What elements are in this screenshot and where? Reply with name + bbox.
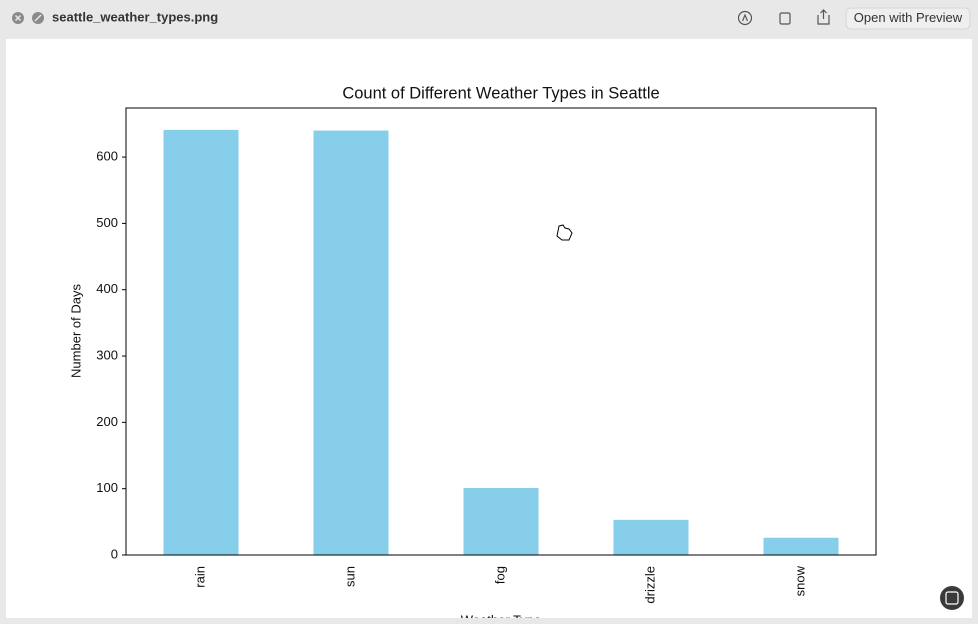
markup-button[interactable] — [737, 10, 753, 26]
live-text-button[interactable] — [940, 586, 964, 610]
y-tick-label: 600 — [96, 149, 118, 164]
share-button[interactable] — [817, 9, 830, 25]
x-tick-label: drizzle — [642, 566, 657, 604]
open-with-preview-button[interactable] — [845, 7, 971, 30]
fullscreen-icon — [34, 14, 42, 22]
x-tick-label: fog — [492, 566, 507, 584]
live-text-icon — [945, 591, 959, 605]
rotate-button[interactable] — [779, 12, 791, 25]
bar — [163, 129, 239, 556]
close-icon — [14, 14, 22, 22]
bar — [763, 537, 839, 555]
bar — [463, 488, 539, 555]
y-tick-label: 0 — [111, 546, 118, 561]
chart: Count of Different Weather Types in Seat… — [68, 84, 877, 624]
y-axis-label: Number of Days — [68, 284, 83, 378]
x-tick-label: snow — [792, 565, 807, 596]
x-tick-label: sun — [342, 566, 357, 587]
bar — [613, 519, 689, 555]
markup-icon — [741, 13, 749, 22]
y-tick-label: 100 — [96, 480, 118, 495]
plot-frame — [125, 107, 877, 556]
x-axis-label: Weather Type — [461, 612, 541, 624]
y-tick-label: 500 — [96, 215, 118, 230]
y-tick-label: 400 — [96, 281, 118, 296]
y-tick-label: 300 — [96, 347, 118, 362]
open-with-preview-label: Open with Preview — [854, 10, 963, 25]
hand-cursor — [556, 224, 573, 241]
x-tick-label: rain — [192, 566, 207, 588]
chart-title: Count of Different Weather Types in Seat… — [342, 84, 659, 102]
y-tick-label: 200 — [96, 414, 118, 429]
bar — [313, 130, 389, 556]
window-title: seattle_weather_types.png — [52, 9, 218, 24]
